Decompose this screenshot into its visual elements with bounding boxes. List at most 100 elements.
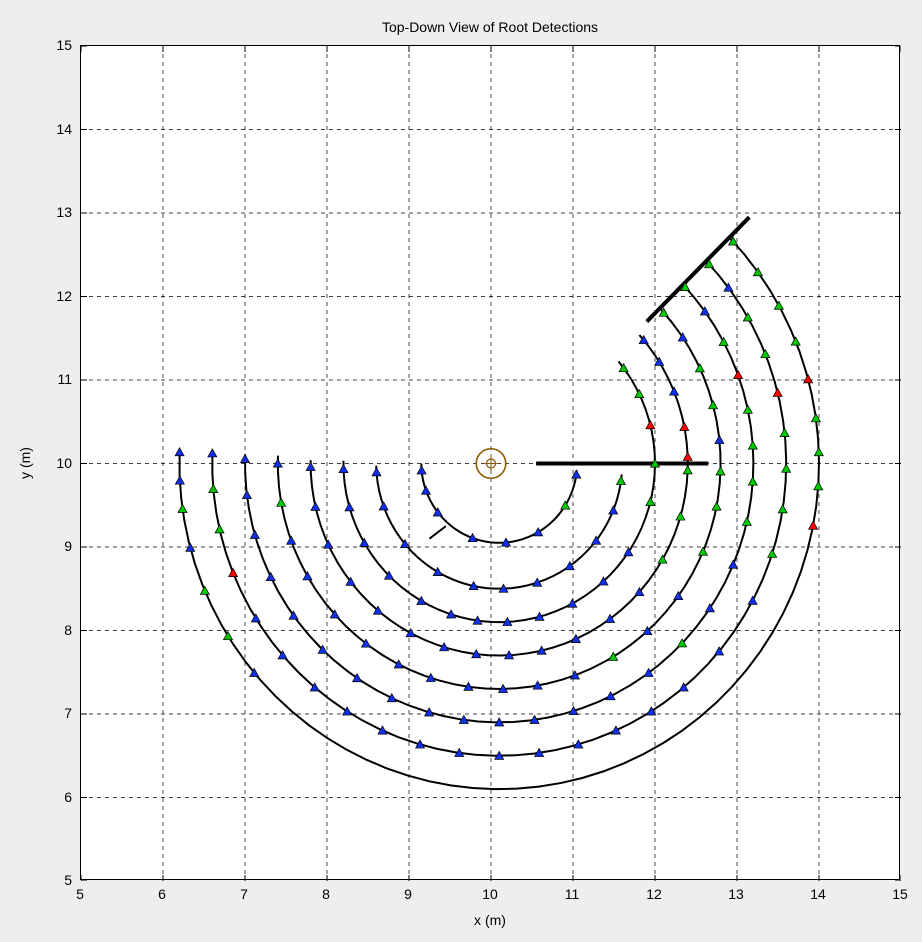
detection-marker (743, 313, 752, 321)
y-tick-label: 6 (64, 789, 72, 805)
detection-marker (241, 455, 250, 463)
detection-marker (417, 466, 426, 474)
plot-overlay (81, 46, 901, 881)
detection-marker (339, 465, 348, 473)
x-tick-label: 5 (76, 886, 84, 902)
arc-5 (245, 284, 753, 723)
detection-marker (748, 596, 757, 604)
detection-marker (208, 449, 217, 457)
y-tick-label: 11 (57, 371, 72, 387)
detection-marker (310, 683, 319, 691)
detection-marker (624, 548, 633, 556)
detection-marker (709, 401, 718, 409)
detection-marker (324, 540, 333, 548)
y-tick-label: 14 (56, 121, 72, 137)
detection-marker (655, 357, 664, 365)
detection-marker (417, 596, 426, 604)
detection-marker (734, 371, 743, 379)
detection-marker (780, 429, 789, 437)
detection-marker (346, 577, 355, 585)
detection-marker (250, 530, 259, 538)
detection-marker (700, 307, 709, 315)
detection-marker (715, 647, 724, 655)
detection-marker (505, 651, 514, 659)
detection-marker (705, 260, 714, 268)
detection-marker (303, 572, 312, 580)
detection-marker (658, 555, 667, 563)
detection-marker (782, 464, 791, 472)
detection-marker (568, 599, 577, 607)
detection-marker (215, 525, 224, 533)
detection-marker (499, 584, 508, 592)
x-tick-label: 6 (158, 886, 166, 902)
detection-marker (178, 504, 187, 512)
arc-0 (421, 464, 577, 543)
detection-marker (681, 283, 690, 291)
detection-marker (676, 512, 685, 520)
detection-marker (495, 751, 504, 759)
detection-marker (530, 715, 539, 723)
detection-marker (606, 614, 615, 622)
detection-marker (572, 470, 581, 478)
detection-marker (651, 459, 660, 467)
detection-marker (535, 748, 544, 756)
detection-marker (361, 639, 370, 647)
detection-marker (387, 694, 396, 702)
detection-marker (175, 476, 184, 484)
detection-marker (574, 740, 583, 748)
detection-marker (426, 673, 435, 681)
detection-marker (459, 715, 468, 723)
detection-marker (330, 610, 339, 618)
detection-marker (379, 502, 388, 510)
detection-marker (569, 707, 578, 715)
detection-marker (186, 543, 195, 551)
detection-marker (416, 740, 425, 748)
chart-title: Top-Down View of Root Detections (382, 19, 598, 35)
x-tick-label: 9 (404, 886, 412, 902)
detection-marker (561, 501, 570, 509)
detection-marker (811, 414, 820, 422)
detection-marker (534, 528, 543, 536)
detection-marker (345, 503, 354, 511)
stub-segment (430, 526, 446, 539)
detection-marker (773, 388, 782, 396)
detection-marker (501, 538, 510, 546)
detection-marker (533, 578, 542, 586)
detection-marker (425, 708, 434, 716)
detection-marker (242, 491, 251, 499)
detection-marker (289, 611, 298, 619)
detection-marker (287, 536, 296, 544)
detection-marker (753, 268, 762, 276)
detection-marker (712, 502, 721, 510)
detection-marker (306, 462, 315, 470)
detection-marker (433, 508, 442, 516)
detection-marker (468, 534, 477, 542)
detection-marker (778, 505, 787, 513)
detection-marker (639, 336, 648, 344)
center-marker (476, 449, 506, 479)
y-tick-label: 7 (64, 705, 72, 721)
detection-marker (679, 683, 688, 691)
detection-marker (748, 477, 757, 485)
y-tick-label: 8 (64, 622, 72, 638)
detection-marker (643, 627, 652, 635)
detection-marker (644, 668, 653, 676)
detection-marker (570, 671, 579, 679)
y-tick-label: 9 (64, 538, 72, 554)
arc-3 (311, 335, 688, 656)
detection-marker (695, 364, 704, 372)
detection-marker (273, 459, 282, 467)
detection-marker (251, 614, 260, 622)
reference-line-1 (647, 217, 750, 321)
detection-marker (433, 568, 442, 576)
y-tick-label: 13 (56, 204, 72, 220)
detection-marker (647, 707, 656, 715)
detection-marker (814, 448, 823, 456)
detection-marker (565, 562, 574, 570)
detection-marker (406, 629, 415, 637)
detection-marker (678, 639, 687, 647)
x-tick-label: 13 (728, 886, 744, 902)
detection-marker (499, 684, 508, 692)
detection-marker (200, 586, 209, 594)
detection-marker (791, 337, 800, 345)
